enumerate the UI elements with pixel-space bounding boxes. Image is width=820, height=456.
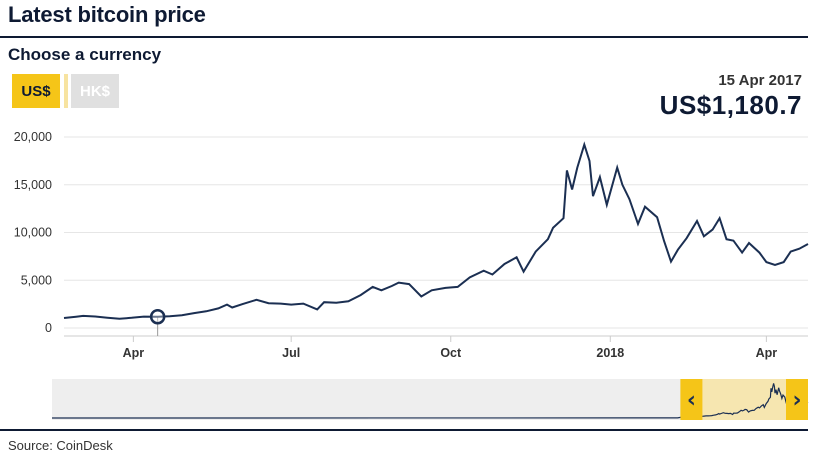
hkd-button[interactable]: HK$	[71, 74, 119, 108]
price-line	[63, 141, 809, 320]
x-tick-label: Jul	[282, 346, 300, 360]
x-tick-label: Oct	[440, 346, 462, 360]
y-tick-label: 15,000	[14, 178, 52, 192]
hover-marker	[149, 308, 166, 325]
y-tick-label: 10,000	[14, 226, 52, 240]
x-axis-labels: Apr Jul Oct 2018 Apr	[123, 336, 778, 360]
navigator-handle-left[interactable]	[680, 379, 703, 420]
y-tick-label: 5,000	[21, 273, 52, 287]
chevron-right-icon[interactable]: ›	[792, 388, 801, 413]
chevron-left-icon[interactable]: ‹	[687, 388, 696, 413]
y-tick-label: 20,000	[14, 130, 52, 144]
x-tick-label: Apr	[756, 346, 778, 360]
title-divider	[0, 36, 808, 38]
x-tick-label: 2018	[596, 346, 624, 360]
navigator-handle-right[interactable]	[786, 379, 808, 420]
currency-prompt: Choose a currency	[8, 45, 162, 64]
y-axis-labels: 0 5,000 10,000 15,000 20,000	[14, 130, 52, 335]
tooltip-date: 15 Apr 2017	[718, 72, 802, 89]
page-title: Latest bitcoin price	[8, 2, 206, 27]
grid-lines	[64, 136, 808, 329]
tooltip-price: US$1,180.7	[659, 90, 802, 120]
button-separator	[64, 74, 68, 108]
usd-button[interactable]: US$	[12, 74, 60, 108]
x-tick-label: Apr	[123, 346, 145, 360]
footer-divider	[0, 429, 808, 431]
y-tick-label: 0	[45, 321, 52, 335]
navigator: ‹ ›	[51, 379, 809, 420]
source-note: Source: CoinDesk	[8, 438, 113, 453]
